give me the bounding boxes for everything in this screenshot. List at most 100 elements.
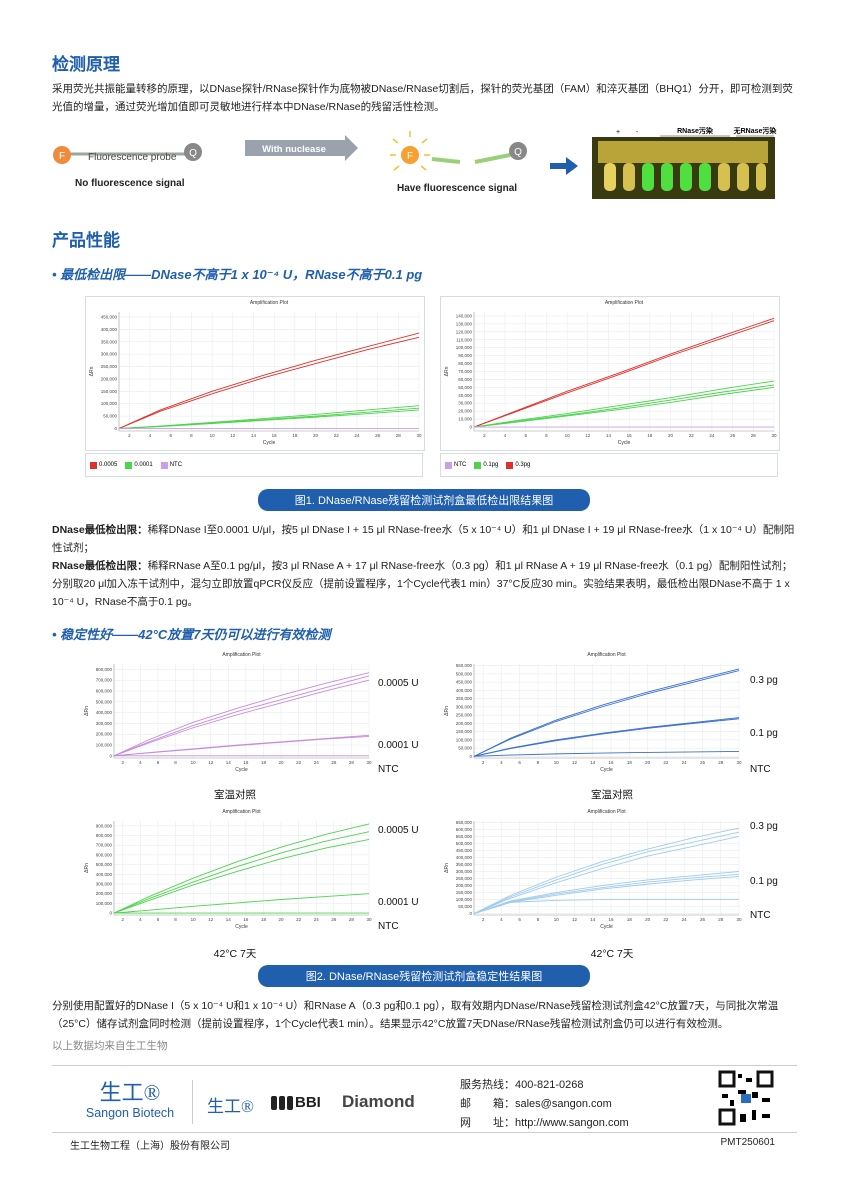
curve-label: 0.0005 U bbox=[378, 678, 419, 689]
series-line bbox=[113, 672, 370, 757]
brand: 生工® bbox=[207, 1097, 254, 1116]
x-tick-label: 4 bbox=[504, 433, 507, 438]
series-line bbox=[473, 899, 739, 915]
x-tick-label: 22 bbox=[689, 433, 695, 438]
y-tick-label: 140,000 bbox=[456, 313, 473, 318]
x-tick-label: 26 bbox=[700, 760, 706, 765]
plot-title: Amplification Plot bbox=[605, 300, 644, 306]
contact-value: http://www.sangon.com bbox=[515, 1117, 629, 1129]
series-line bbox=[113, 675, 370, 757]
x-tick-label: 28 bbox=[718, 760, 724, 765]
x-tick-label: 20 bbox=[279, 760, 285, 765]
label: - bbox=[636, 129, 639, 136]
y-tick-label: 700,000 bbox=[96, 678, 113, 683]
label: With nuclease bbox=[262, 144, 326, 155]
y-tick-label: 50,000 bbox=[458, 746, 472, 751]
series-line bbox=[473, 717, 740, 757]
label: RNase污染 bbox=[677, 126, 714, 135]
label: DNase最低检出限： bbox=[52, 524, 148, 536]
x-tick-label: 30 bbox=[736, 917, 742, 922]
y-tick-label: 100,000 bbox=[101, 401, 118, 406]
figure-caption: 图1. DNase/RNase残留检测试剂盒最低检出限结果图 bbox=[258, 489, 590, 511]
x-tick-label: 20 bbox=[645, 760, 651, 765]
x-axis-label: Cycle bbox=[235, 924, 248, 930]
company: 生工生物工程（上海）股份有限公司 bbox=[70, 1141, 230, 1152]
series-line bbox=[473, 827, 740, 914]
label: Have fluorescence signal bbox=[397, 183, 517, 194]
y-tick-label: 0 bbox=[114, 426, 117, 431]
series-line bbox=[473, 668, 740, 757]
y-tick-label: 600,000 bbox=[96, 852, 113, 857]
y-tick-label: 0 bbox=[469, 911, 472, 916]
x-tick-label: 8 bbox=[537, 917, 540, 922]
paragraph: 分别使用配置好的DNase I（5 x 10⁻⁴ U和1 x 10⁻⁴ U）和R… bbox=[52, 1000, 779, 1030]
plot-caption: 42°C 7天 bbox=[590, 948, 634, 960]
x-tick-label: 28 bbox=[349, 917, 355, 922]
brand: Diamond bbox=[342, 1092, 415, 1111]
divider bbox=[192, 1080, 193, 1124]
series-line bbox=[473, 835, 740, 915]
y-tick-label: 900,000 bbox=[96, 823, 113, 828]
x-tick-label: 26 bbox=[331, 917, 337, 922]
y-tick-label: 500,000 bbox=[456, 841, 473, 846]
legend-item: 0.0005 bbox=[90, 461, 117, 469]
y-tick-label: 250,000 bbox=[456, 876, 473, 881]
x-tick-label: 2 bbox=[128, 433, 131, 438]
y-tick-label: 40,000 bbox=[458, 393, 472, 398]
x-tick-label: 10 bbox=[554, 760, 560, 765]
x-tick-label: 16 bbox=[627, 433, 633, 438]
curve-label: 0.0001 U bbox=[378, 897, 419, 908]
x-tick-label: 14 bbox=[226, 917, 232, 922]
x-tick-label: 14 bbox=[590, 760, 596, 765]
y-axis-label: ΔRn bbox=[444, 366, 450, 376]
fragment bbox=[431, 157, 461, 164]
plot-caption: 42°C 7天 bbox=[213, 948, 257, 960]
x-tick-label: 30 bbox=[771, 433, 777, 438]
y-axis-label: ΔRn bbox=[89, 366, 95, 376]
y-tick-label: 100,000 bbox=[96, 901, 113, 906]
x-tick-label: 20 bbox=[279, 917, 285, 922]
quencher-circle bbox=[184, 143, 202, 161]
plot-caption: 室温对照 bbox=[591, 789, 633, 801]
y-tick-label: 0 bbox=[109, 911, 112, 916]
series-line bbox=[473, 875, 740, 915]
x-tick-label: 4 bbox=[500, 917, 503, 922]
y-tick-label: 400,000 bbox=[96, 872, 113, 877]
x-tick-label: 28 bbox=[718, 917, 724, 922]
x-axis-label: Cycle bbox=[600, 924, 613, 930]
x-tick-label: 14 bbox=[606, 433, 612, 438]
y-tick-label: 200,000 bbox=[96, 732, 113, 737]
x-tick-label: 12 bbox=[585, 433, 591, 438]
contact-row: 网 址：http://www.sangon.com bbox=[460, 1114, 629, 1133]
y-tick-label: 50,000 bbox=[458, 904, 472, 909]
tubes bbox=[598, 141, 768, 191]
x-tick-label: 24 bbox=[682, 917, 688, 922]
logo: 生工® bbox=[99, 1080, 161, 1105]
label: F bbox=[407, 151, 413, 162]
plot-title: Amplification Plot bbox=[587, 809, 626, 815]
x-tick-label: 28 bbox=[349, 760, 355, 765]
x-tick-label: 2 bbox=[483, 433, 486, 438]
y-tick-label: 400,000 bbox=[456, 855, 473, 860]
contact-label: 网 址： bbox=[460, 1117, 515, 1129]
series-line bbox=[473, 380, 775, 428]
plot: Amplification Plot 0 50,000 100,000 150,000 2… bbox=[444, 809, 742, 930]
brand: BBI bbox=[295, 1094, 321, 1111]
plot: Amplification Plot 0 100,000 200,000 300,000… bbox=[84, 652, 372, 773]
x-tick-label: 4 bbox=[149, 433, 152, 438]
legend-label: NTC bbox=[454, 462, 467, 468]
y-tick-label: 550,000 bbox=[456, 663, 473, 668]
series-line bbox=[113, 679, 370, 757]
series-line bbox=[473, 384, 775, 428]
x-tick-label: 6 bbox=[157, 760, 160, 765]
label: F bbox=[59, 151, 65, 162]
legend-swatch bbox=[474, 461, 482, 469]
x-tick-label: 26 bbox=[331, 760, 337, 765]
x-tick-label: 12 bbox=[230, 433, 236, 438]
x-tick-label: 28 bbox=[396, 433, 402, 438]
y-tick-label: 100,000 bbox=[456, 897, 473, 902]
x-tick-label: 4 bbox=[500, 760, 503, 765]
y-tick-label: 0 bbox=[469, 754, 472, 759]
quencher-circle bbox=[509, 142, 527, 160]
x-tick-label: 24 bbox=[314, 917, 320, 922]
